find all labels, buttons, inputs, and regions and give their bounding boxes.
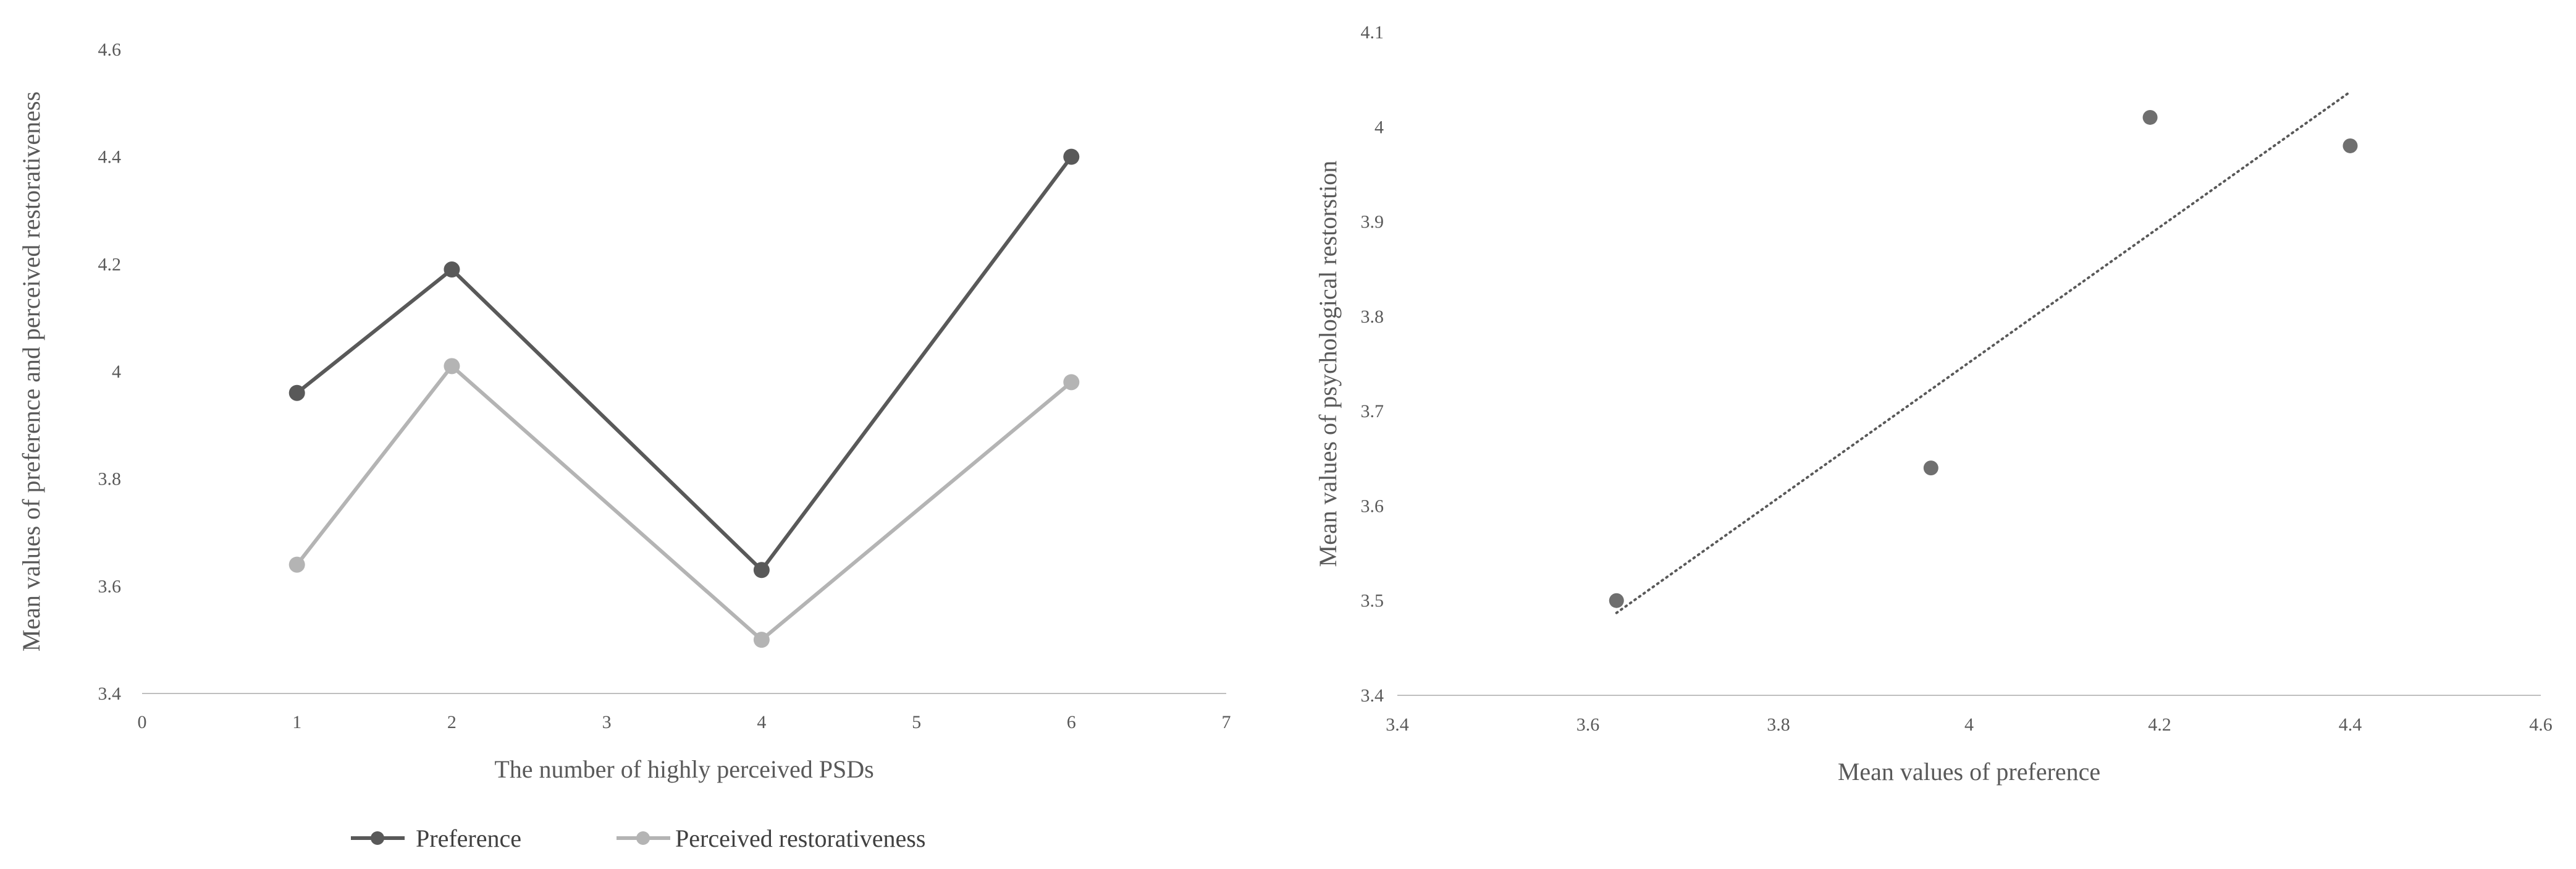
left-y-tick-label: 4.4 — [98, 147, 122, 167]
left-x-tick-label: 7 — [1222, 712, 1231, 732]
left-y-tick-label: 4 — [112, 362, 121, 382]
trendline — [1615, 90, 2352, 614]
left-y-tick-label: 4.2 — [98, 254, 122, 274]
left-x-tick-labels: 0 1 2 3 4 5 6 7 — [138, 712, 1231, 732]
data-point-preference — [753, 562, 770, 579]
legend-perceived-restorativeness-marker — [636, 831, 650, 845]
series-line-perceived-restorativeness — [295, 363, 1073, 643]
left-x-tick-label: 5 — [912, 712, 921, 732]
right-y-tick-label: 4 — [1374, 117, 1384, 137]
right-x-tick-labels: 3.4 3.6 3.8 4 4.2 4.4 4.6 — [1386, 714, 2553, 735]
right-y-tick-label: 3.4 — [1361, 685, 1384, 706]
scatter-chart-restoration: 3.4 3.5 3.6 3.7 3.8 3.9 4 4.1 3.4 3.6 3.8 4 4.2 4.4 4… — [1314, 22, 2553, 786]
right-y-tick-label: 3.6 — [1361, 496, 1384, 516]
left-y-axis-title: Mean values of preference and perceived … — [17, 91, 45, 651]
left-x-tick-label: 2 — [447, 712, 457, 732]
left-y-tick-label: 3.4 — [98, 684, 122, 704]
left-x-tick-label: 3 — [602, 712, 612, 732]
line-chart-psds: 3.4 3.6 3.8 4 4.2 4.4 4.6 0 1 2 3 4 5 6 7 The number … — [17, 40, 1231, 852]
data-point-perceived-restorativeness — [288, 556, 305, 573]
right-y-tick-label: 3.5 — [1361, 591, 1384, 611]
right-y-tick-label: 3.7 — [1361, 401, 1384, 422]
right-x-tick-label: 4.2 — [2148, 714, 2171, 735]
left-x-tick-label: 4 — [757, 712, 766, 732]
left-y-tick-label: 3.6 — [98, 576, 122, 596]
left-x-tick-label: 0 — [138, 712, 147, 732]
data-point-preference — [1063, 148, 1080, 165]
left-x-tick-label: 6 — [1067, 712, 1076, 732]
right-x-tick-label: 3.4 — [1386, 714, 1409, 735]
data-point-preference — [288, 384, 305, 401]
right-y-tick-label: 3.9 — [1361, 212, 1384, 232]
left-y-tick-labels: 3.4 3.6 3.8 4 4.2 4.4 4.6 — [98, 40, 122, 704]
left-x-tick-label: 1 — [292, 712, 301, 732]
legend-preference-label: Preference — [416, 824, 521, 852]
data-point-preference — [444, 261, 460, 278]
right-y-tick-label: 4.1 — [1361, 22, 1384, 43]
legend: Preference Perceived restorativeness — [351, 824, 925, 852]
data-point-perceived-restorativeness — [753, 632, 770, 648]
left-y-tick-label: 3.8 — [98, 469, 122, 490]
right-y-axis-title: Mean values of psychological restorstion — [1314, 161, 1342, 567]
scatter-point — [1609, 593, 1624, 608]
scatter-point — [2142, 109, 2158, 125]
legend-preference-marker — [371, 831, 384, 845]
right-y-tick-label: 3.8 — [1361, 307, 1384, 327]
right-x-tick-label: 3.8 — [1767, 714, 1790, 735]
scatter-point — [2342, 138, 2358, 153]
scatter-points — [1609, 109, 2358, 608]
data-point-perceived-restorativeness — [1063, 374, 1080, 391]
right-x-axis-title: Mean values of preference — [1838, 758, 2100, 786]
right-x-tick-label: 3.6 — [1576, 714, 1600, 735]
left-x-axis-title: The number of highly perceived PSDs — [494, 755, 873, 783]
legend-item-preference: Preference — [351, 824, 521, 852]
right-y-tick-labels: 3.4 3.5 3.6 3.7 3.8 3.9 4 4.1 — [1361, 22, 1384, 706]
data-point-perceived-restorativeness — [444, 358, 460, 375]
legend-perceived-restorativeness-label: Perceived restorativeness — [675, 824, 925, 852]
right-x-tick-label: 4.4 — [2339, 714, 2362, 735]
legend-item-perceived-restorativeness: Perceived restorativeness — [617, 824, 925, 852]
left-series-group — [288, 148, 1080, 648]
right-x-tick-label: 4 — [1964, 714, 1974, 735]
right-x-tick-label: 4.6 — [2529, 714, 2553, 735]
left-y-tick-label: 4.6 — [98, 40, 122, 60]
scatter-point — [1923, 460, 1938, 476]
series-line-preference — [295, 155, 1073, 573]
